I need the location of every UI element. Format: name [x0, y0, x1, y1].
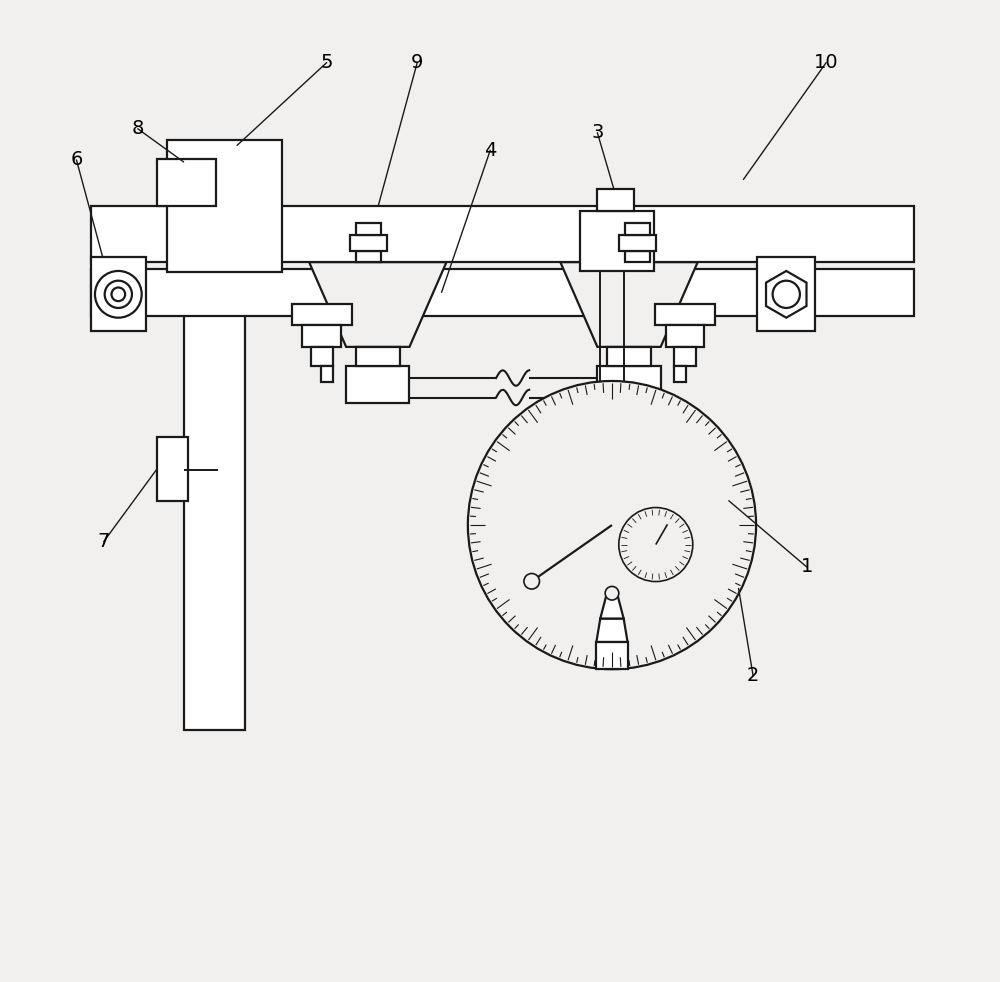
- Circle shape: [105, 281, 132, 308]
- Text: 7: 7: [98, 532, 110, 551]
- Bar: [350, 235, 387, 250]
- Bar: [674, 347, 696, 366]
- Text: 6: 6: [70, 150, 83, 170]
- Text: 4: 4: [484, 140, 496, 160]
- Bar: [655, 304, 715, 325]
- Bar: [674, 366, 686, 382]
- Circle shape: [605, 586, 619, 600]
- Bar: [167, 140, 282, 272]
- Circle shape: [95, 271, 142, 318]
- Text: 5: 5: [320, 53, 333, 72]
- Bar: [292, 304, 352, 325]
- Bar: [625, 250, 650, 262]
- Text: 1: 1: [801, 558, 813, 576]
- Polygon shape: [309, 262, 446, 347]
- Bar: [619, 235, 656, 250]
- Circle shape: [524, 573, 539, 589]
- Bar: [302, 325, 341, 347]
- Circle shape: [468, 381, 756, 669]
- Text: 9: 9: [411, 53, 423, 72]
- Bar: [91, 205, 914, 262]
- Polygon shape: [600, 596, 624, 619]
- Text: 3: 3: [591, 123, 604, 142]
- Bar: [91, 257, 146, 331]
- Bar: [346, 366, 409, 404]
- Polygon shape: [560, 262, 698, 347]
- Bar: [356, 223, 381, 235]
- Polygon shape: [766, 271, 806, 318]
- Bar: [597, 190, 634, 210]
- Bar: [757, 257, 815, 331]
- Bar: [356, 347, 400, 366]
- Bar: [91, 269, 914, 316]
- Circle shape: [773, 281, 800, 308]
- Polygon shape: [596, 619, 628, 642]
- Bar: [607, 347, 651, 366]
- Circle shape: [112, 288, 125, 301]
- Bar: [596, 642, 628, 669]
- Bar: [311, 347, 333, 366]
- Text: 2: 2: [747, 667, 759, 685]
- Bar: [184, 262, 245, 730]
- Bar: [597, 366, 661, 404]
- Bar: [157, 159, 216, 205]
- Bar: [625, 223, 650, 235]
- Bar: [580, 210, 654, 271]
- Circle shape: [619, 508, 693, 581]
- Text: 8: 8: [132, 119, 144, 138]
- Text: 10: 10: [814, 53, 838, 72]
- Bar: [356, 250, 381, 262]
- Bar: [157, 437, 188, 501]
- Bar: [666, 325, 704, 347]
- Bar: [321, 366, 333, 382]
